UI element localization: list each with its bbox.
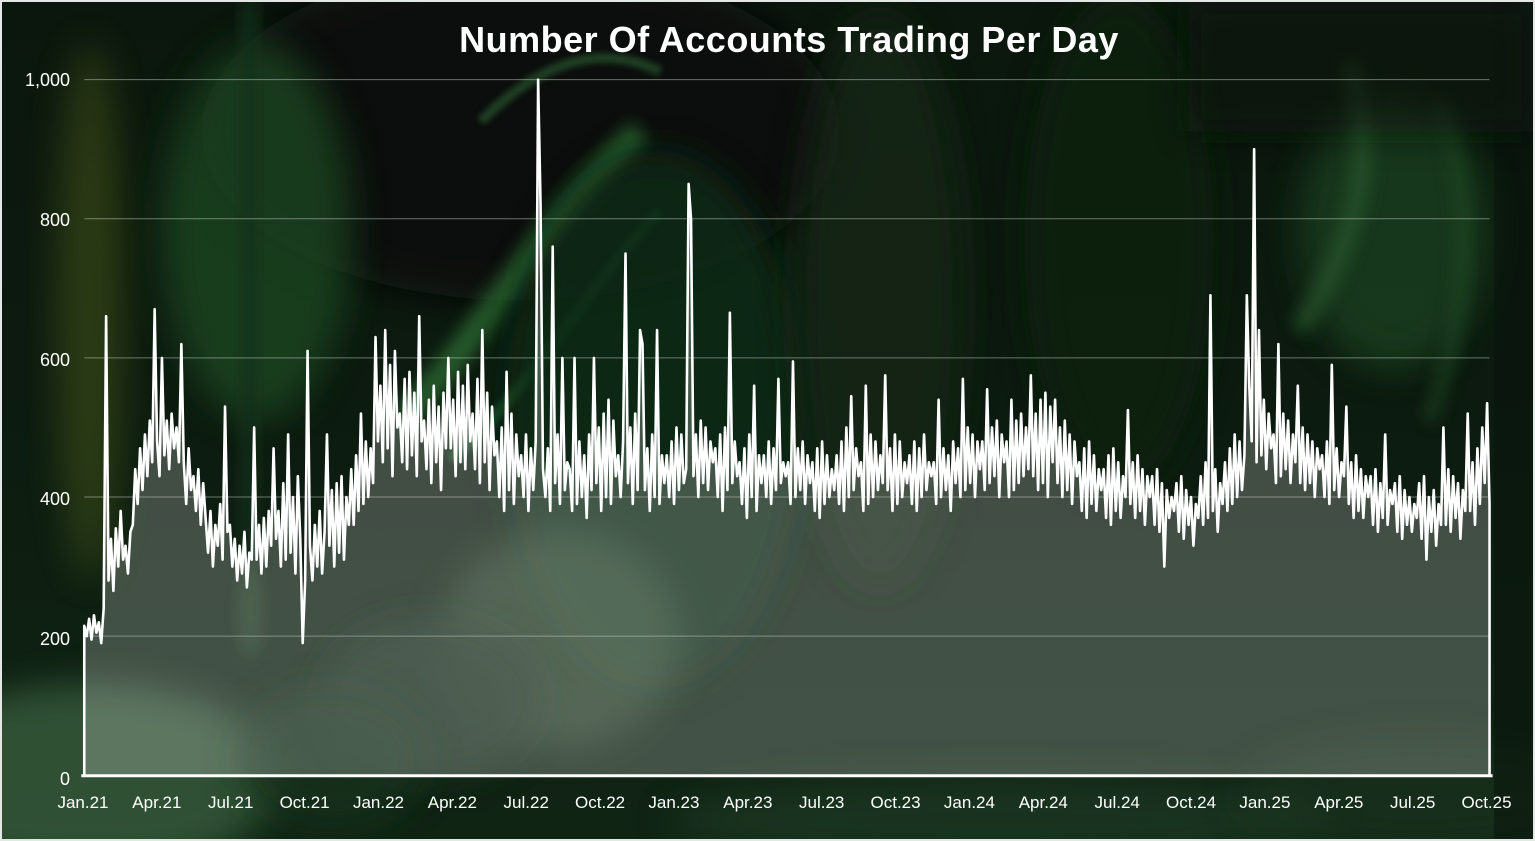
y-tick-label: 0 xyxy=(59,769,70,789)
x-tick-label: Jul.22 xyxy=(503,793,549,812)
y-tick-label: 1,000 xyxy=(24,70,70,90)
x-tick-label: Jan.21 xyxy=(57,793,109,812)
y-tick-label: 800 xyxy=(39,209,70,230)
x-tick-label: Oct.25 xyxy=(1461,793,1512,812)
x-tick-label: Apr.21 xyxy=(132,793,182,812)
x-tick-label: Oct.22 xyxy=(575,793,626,812)
x-tick-label: Jul.25 xyxy=(1389,793,1436,812)
series-area-fill xyxy=(84,79,1490,776)
chart-title: Number Of Accounts Trading Per Day xyxy=(459,19,1119,60)
x-tick-label: Jan.23 xyxy=(648,793,700,812)
y-tick-label: 200 xyxy=(39,629,70,650)
x-tick-label: Oct.21 xyxy=(279,793,330,812)
x-tick-label: Oct.23 xyxy=(870,793,921,812)
series-line xyxy=(82,78,1491,777)
x-tick-label: Jul.24 xyxy=(1094,793,1140,812)
x-tick-label: Oct.24 xyxy=(1166,793,1217,812)
x-tick-label: Apr.23 xyxy=(723,793,773,812)
x-tick-label: Jul.21 xyxy=(208,793,254,812)
x-tick-label: Jul.23 xyxy=(799,793,845,812)
x-tick-label: Apr.25 xyxy=(1314,793,1364,812)
y-tick-label: 400 xyxy=(39,489,70,510)
x-tick-label: Jan.22 xyxy=(352,793,404,812)
x-tick-label: Apr.22 xyxy=(427,793,477,812)
x-tick-label: Jan.24 xyxy=(943,793,995,812)
x-tick-label: Apr.24 xyxy=(1018,793,1068,812)
x-tick-label: Jan.25 xyxy=(1239,793,1291,812)
y-tick-label: 600 xyxy=(39,349,70,370)
